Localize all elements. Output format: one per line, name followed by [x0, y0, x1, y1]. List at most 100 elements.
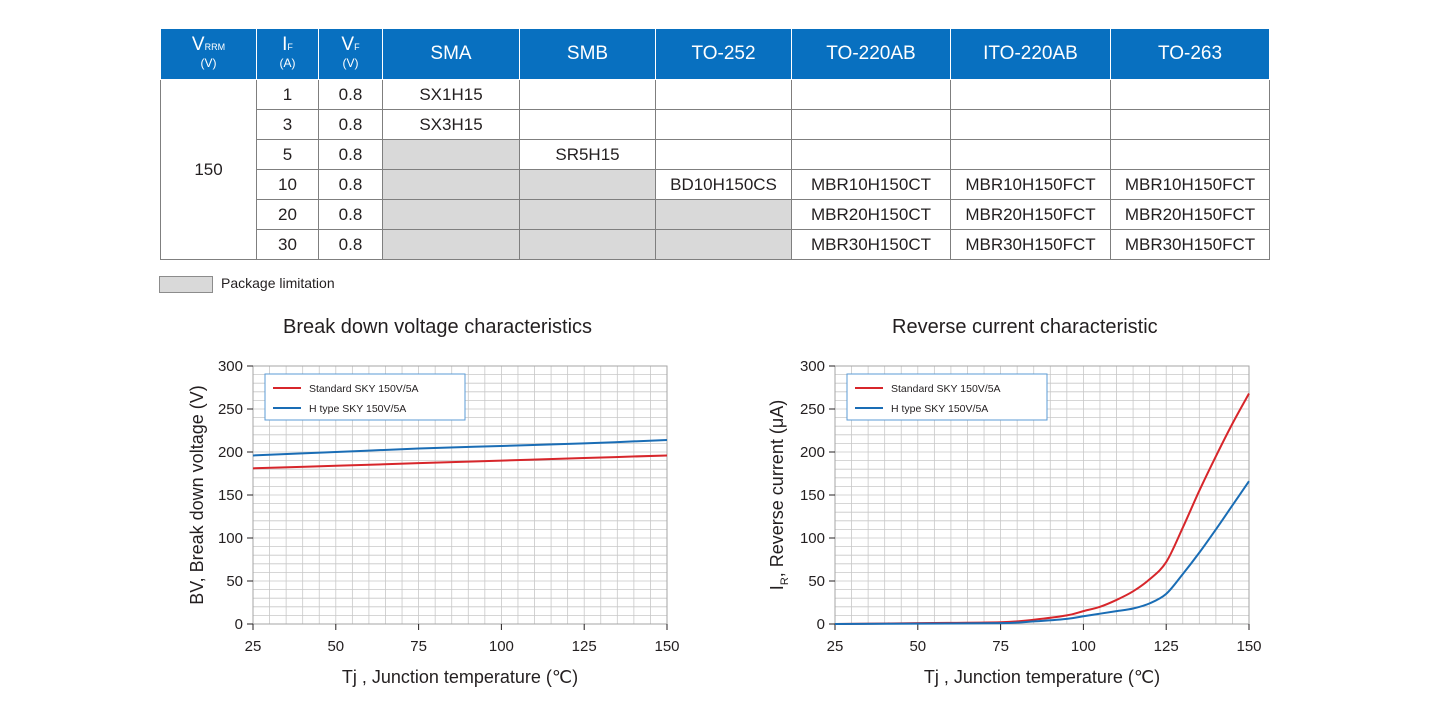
part-number-cell	[1110, 139, 1270, 170]
header-package-sma: SMA	[382, 29, 520, 80]
part-number-cell: MBR20H150CT	[791, 199, 951, 230]
header-package-ito220ab: ITO-220AB	[950, 29, 1111, 80]
part-number-cell	[519, 79, 656, 110]
if-cell: 3	[256, 109, 319, 140]
part-number-cell: MBR20H150FCT	[1110, 199, 1270, 230]
package-limitation-cell	[519, 199, 656, 230]
part-number-cell	[791, 109, 951, 140]
y-tick-label: 50	[808, 573, 825, 590]
x-tick-label: 100	[1071, 638, 1096, 655]
breakdown-voltage-chart: 25 50 75 100 125 150 0 50 100 150 200 250 300 Tj , Ju…	[187, 358, 680, 687]
y-tick-label: 150	[800, 487, 825, 504]
x-tick-label: 150	[654, 638, 679, 655]
package-limitation-cell	[382, 169, 520, 200]
if-cell: 30	[256, 229, 319, 260]
part-number-cell: MBR30H150FCT	[1110, 229, 1270, 260]
vf-cell: 0.8	[318, 199, 383, 230]
part-number-cell	[519, 109, 656, 140]
y-tick-label: 50	[226, 573, 243, 590]
y-tick-label: 250	[218, 401, 243, 418]
y-tick-label: 200	[800, 444, 825, 461]
spec-table: VRRM (V) IF (A) VF (V) SMA SMB TO-252 TO…	[160, 29, 1270, 260]
header-if: IF (A)	[256, 29, 319, 80]
header-package-to252: TO-252	[655, 29, 792, 80]
part-number-cell: SX1H15	[382, 79, 520, 110]
if-cell: 5	[256, 139, 319, 170]
package-limitation-cell	[382, 139, 520, 170]
series-line-h-type	[834, 480, 1250, 625]
part-number-cell	[791, 79, 951, 110]
x-axis-label: Tj , Junction temperature (℃)	[342, 667, 578, 687]
x-tick-label: 50	[327, 638, 344, 655]
y-tick-label: 200	[218, 444, 243, 461]
part-number-cell: MBR30H150FCT	[950, 229, 1111, 260]
package-limitation-cell	[519, 229, 656, 260]
chart-legend: Standard SKY 150V/5A H type SKY 150V/5A	[264, 373, 466, 421]
x-tick-label: 125	[572, 638, 597, 655]
package-limitation-label: Package limitation	[221, 275, 335, 291]
x-tick-label: 25	[827, 638, 844, 655]
x-tick-label: 75	[410, 638, 427, 655]
package-limitation-cell	[655, 229, 792, 260]
part-number-cell	[950, 139, 1111, 170]
part-number-cell: MBR20H150FCT	[950, 199, 1111, 230]
legend-entry: Standard SKY 150V/5A	[309, 383, 419, 395]
part-number-cell	[655, 109, 792, 140]
table-row: 20 0.8 MBR20H150CT MBR20H150FCT MBR20H150FCT	[161, 199, 1270, 230]
package-limitation-cell	[655, 199, 792, 230]
y-axis-label: BV, Break down voltage (V)	[187, 385, 207, 604]
table-row: 30 0.8 MBR30H150CT MBR30H150FCT MBR30H150FCT	[161, 229, 1270, 260]
header-vrrm: VRRM (V)	[160, 29, 257, 80]
x-tick-label: 125	[1154, 638, 1179, 655]
x-tick-label: 25	[245, 638, 262, 655]
part-number-cell	[655, 79, 792, 110]
package-limitation-cell	[382, 199, 520, 230]
x-tick-label: 100	[489, 638, 514, 655]
legend-entry: H type SKY 150V/5A	[309, 403, 406, 415]
table-row: 5 0.8 SR5H15	[161, 139, 1270, 170]
chart2-title: Reverse current characteristic	[892, 316, 1158, 338]
vf-cell: 0.8	[318, 139, 383, 170]
part-number-cell: MBR10H150FCT	[950, 169, 1111, 200]
part-number-cell: SR5H15	[519, 139, 656, 170]
table-row: 10 0.8 BD10H150CS MBR10H150CT MBR10H150FCT MB…	[161, 169, 1270, 200]
header-package-to220ab: TO-220AB	[791, 29, 951, 80]
table-header-row: VRRM (V) IF (A) VF (V) SMA SMB TO-252 TO…	[160, 29, 1270, 80]
legend-entry: Standard SKY 150V/5A	[891, 383, 1001, 395]
header-package-smb: SMB	[519, 29, 656, 80]
y-tick-label: 100	[800, 530, 825, 547]
part-number-cell: MBR10H150CT	[791, 169, 951, 200]
package-limitation-cell	[382, 229, 520, 260]
header-vf: VF (V)	[318, 29, 383, 80]
table-row: 3 0.8 SX3H15	[161, 109, 1270, 140]
x-tick-label: 75	[992, 638, 1009, 655]
header-package-to263: TO-263	[1110, 29, 1270, 80]
x-tick-label: 50	[909, 638, 926, 655]
y-tick-label: 0	[817, 616, 825, 633]
y-tick-label: 300	[800, 358, 825, 375]
if-cell: 10	[256, 169, 319, 200]
vrrm-value-cell: 150	[160, 79, 257, 260]
series-line-standard	[252, 454, 668, 470]
part-number-cell	[1110, 79, 1270, 110]
reverse-current-chart: 25 50 75 100 125 150 0 50 100 150 200 250 300 Tj , Ju…	[767, 358, 1262, 687]
chart-legend: Standard SKY 150V/5A H type SKY 150V/5A	[846, 373, 1048, 421]
y-tick-label: 0	[235, 616, 243, 633]
part-number-cell: BD10H150CS	[655, 169, 792, 200]
x-tick-label: 150	[1236, 638, 1261, 655]
y-tick-label: 150	[218, 487, 243, 504]
if-cell: 20	[256, 199, 319, 230]
part-number-cell	[1110, 109, 1270, 140]
package-limitation-cell	[519, 169, 656, 200]
part-number-cell	[655, 139, 792, 170]
vf-cell: 0.8	[318, 79, 383, 110]
y-tick-label: 250	[800, 401, 825, 418]
chart1-title: Break down voltage characteristics	[283, 316, 593, 338]
y-axis-label: IR, Reverse current (μA)	[767, 400, 791, 590]
vf-cell: 0.8	[318, 109, 383, 140]
legend-entry: H type SKY 150V/5A	[891, 403, 988, 415]
vf-cell: 0.8	[318, 229, 383, 260]
x-axis-label: Tj , Junction temperature (℃)	[924, 667, 1160, 687]
if-cell: 1	[256, 79, 319, 110]
table-row: 150 1 0.8 SX1H15	[160, 79, 1270, 260]
